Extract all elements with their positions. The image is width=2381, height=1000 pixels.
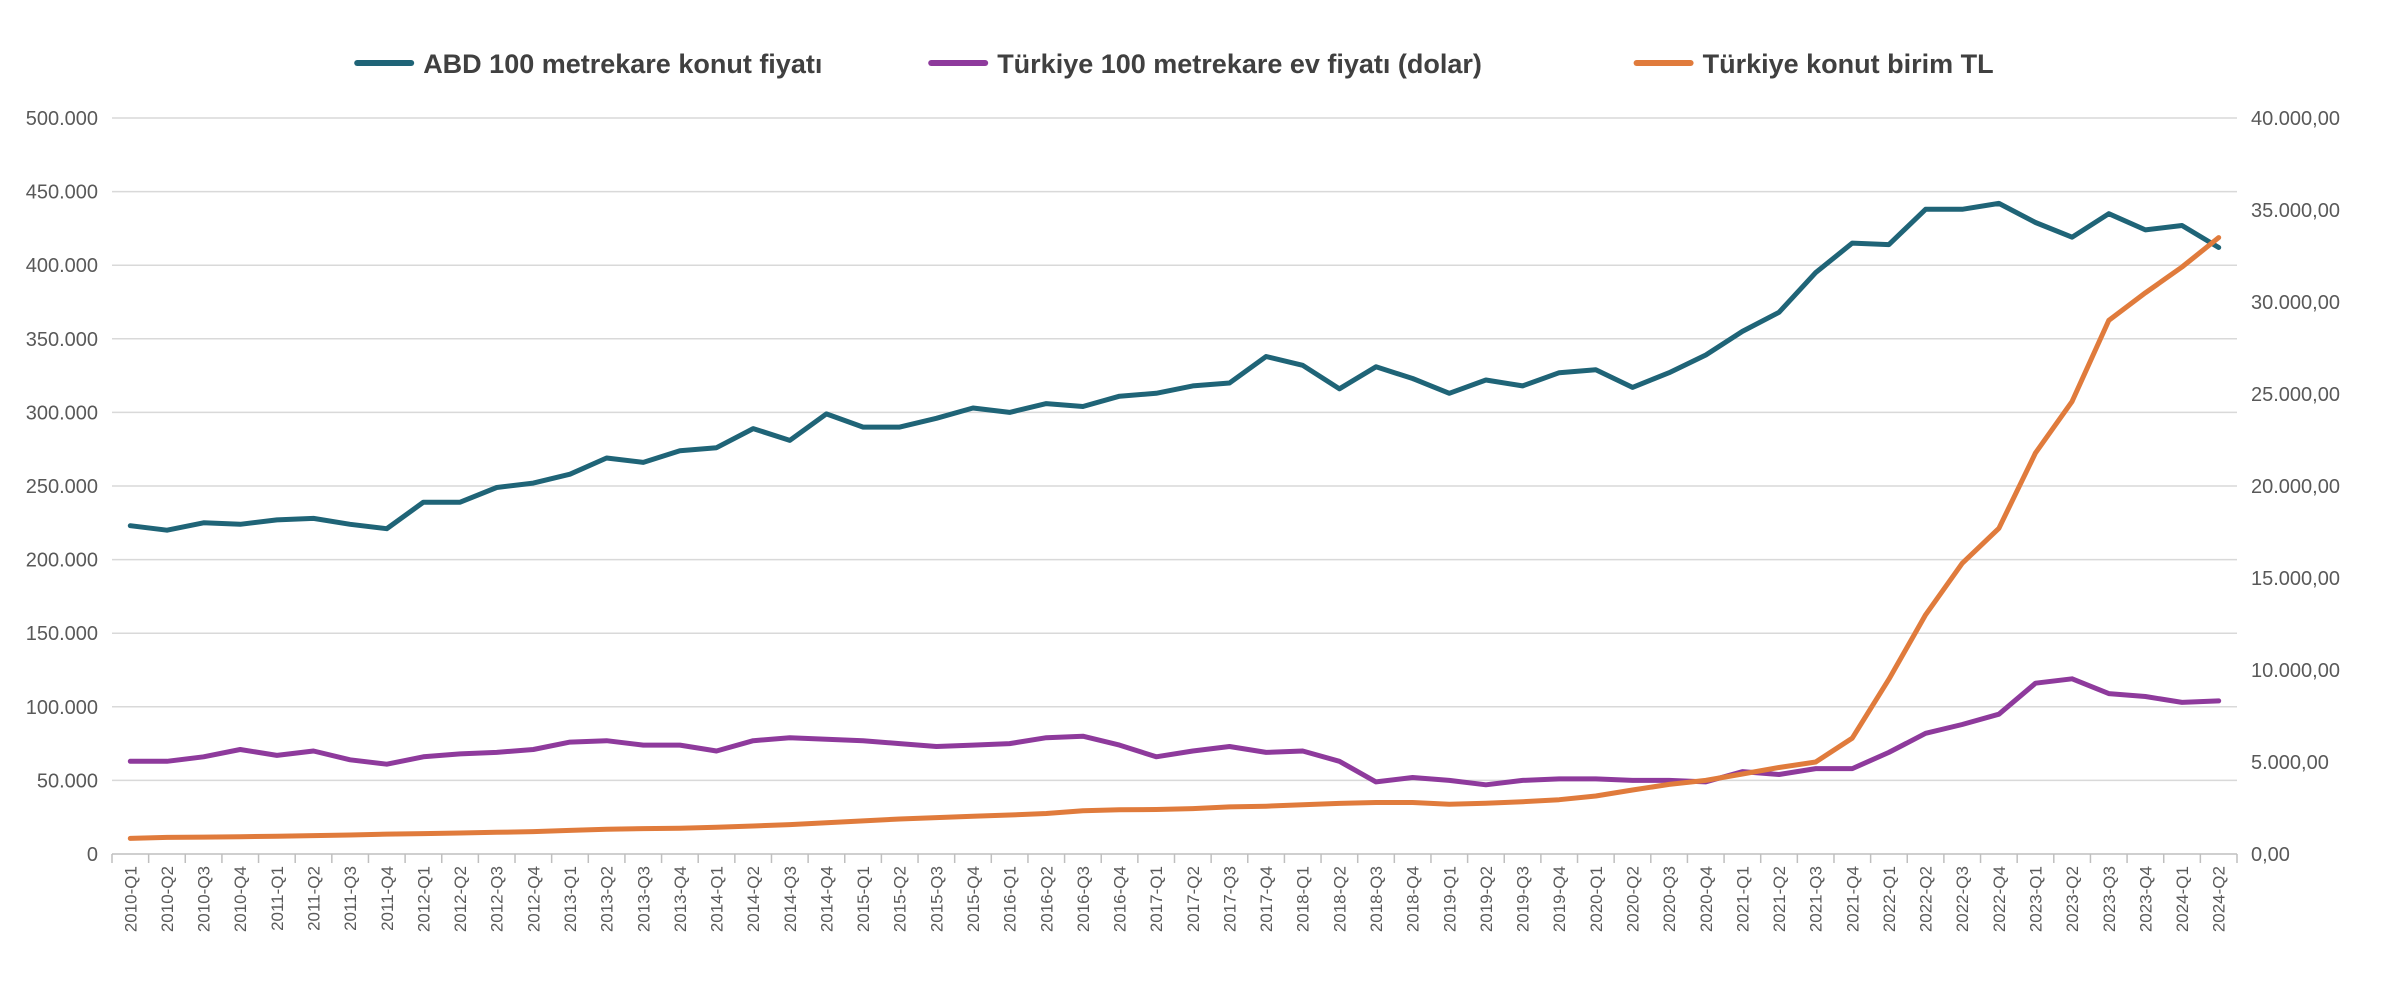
x-tick-label: 2024-Q1: [2173, 866, 2192, 932]
y-left-tick-label: 100.000: [26, 697, 98, 719]
x-tick-label: 2017-Q3: [1220, 866, 1239, 932]
axes: 0 50.000 100.000 150.000 200.000 250.000 300.0…: [26, 108, 2340, 932]
x-tick-label: 2013-Q1: [561, 866, 580, 932]
x-tick-label: 2019-Q4: [1550, 866, 1569, 932]
series-line-2: [127, 235, 2222, 841]
x-tick-label: 2022-Q1: [1880, 866, 1899, 932]
x-tick-label: 2020-Q2: [1623, 866, 1642, 932]
x-tick-label: 2011-Q2: [305, 866, 324, 931]
x-tick-label: 2022-Q3: [1953, 866, 1972, 932]
x-tick-label: 2012-Q2: [451, 866, 470, 932]
x-tick-label: 2013-Q2: [598, 866, 617, 932]
x-tick-label: 2023-Q1: [2026, 866, 2045, 932]
x-tick-label: 2018-Q1: [1294, 866, 1313, 932]
y-left-tick-label: 0: [87, 844, 98, 866]
x-tick-label: 2023-Q2: [2063, 866, 2082, 932]
x-tick-label: 2023-Q4: [2136, 866, 2155, 932]
legend: ABD 100 metrekare konut fiyatı Türkiye 10…: [354, 49, 1994, 79]
x-tick-label: 2017-Q1: [1147, 866, 1166, 932]
x-tick-label: 2020-Q1: [1587, 866, 1606, 932]
x-tick-label: 2018-Q4: [1404, 866, 1423, 932]
x-tick-label: 2014-Q4: [817, 866, 836, 932]
x-tick-label: 2015-Q3: [927, 866, 946, 932]
x-tick-label: 2014-Q1: [708, 866, 727, 932]
legend-label-0: ABD 100 metrekare konut fiyatı: [423, 49, 822, 79]
x-tick-label: 2010-Q4: [231, 866, 250, 932]
x-tick-label: 2019-Q3: [1514, 866, 1533, 932]
series-line-1: [127, 676, 2222, 788]
y-left-tick-label: 450.000: [26, 182, 98, 204]
x-tick-label: 2016-Q2: [1037, 866, 1056, 932]
x-tick-label: 2018-Q3: [1367, 866, 1386, 932]
y-left-tick-label: 250.000: [26, 476, 98, 498]
x-tick-label: 2021-Q2: [1770, 866, 1789, 932]
x-tick-label: 2021-Q4: [1843, 866, 1862, 932]
x-tick-label: 2018-Q2: [1330, 866, 1349, 932]
y-right-tick-label: 5.000,00: [2251, 752, 2329, 774]
y-right-tick-label: 15.000,00: [2251, 568, 2340, 590]
x-tick-label: 2015-Q1: [854, 866, 873, 932]
y-right-tick-label: 0,00: [2251, 844, 2290, 866]
x-tick-label: 2020-Q3: [1660, 866, 1679, 932]
x-tick-label: 2020-Q4: [1697, 866, 1716, 932]
series-lines: [127, 200, 2222, 841]
y-left-tick-label: 350.000: [26, 329, 98, 351]
x-tick-label: 2012-Q3: [488, 866, 507, 932]
x-tick-label: 2014-Q2: [744, 866, 763, 932]
x-tick-label: 2012-Q1: [414, 866, 433, 932]
x-tick-label: 2011-Q4: [378, 866, 397, 931]
x-tick-label: 2010-Q2: [158, 866, 177, 932]
x-tick-label: 2023-Q3: [2100, 866, 2119, 932]
x-tick-label: 2017-Q4: [1257, 866, 1276, 932]
y-right-tick-label: 25.000,00: [2251, 384, 2340, 406]
legend-label-2: Türkiye konut birim TL: [1703, 49, 1994, 79]
x-tick-label: 2011-Q1: [268, 866, 287, 931]
x-tick-label: 2019-Q2: [1477, 866, 1496, 932]
x-tick-label: 2016-Q3: [1074, 866, 1093, 932]
x-tick-label: 2017-Q2: [1184, 866, 1203, 932]
x-tick-label: 2013-Q3: [634, 866, 653, 932]
x-tick-label: 2010-Q3: [195, 866, 214, 932]
y-right-tick-label: 30.000,00: [2251, 292, 2340, 314]
x-tick-label: 2016-Q1: [1001, 866, 1020, 932]
x-tick-label: 2024-Q2: [2210, 866, 2229, 932]
y-left-tick-label: 50.000: [37, 770, 98, 792]
x-tick-label: 2010-Q1: [121, 866, 140, 932]
x-tick-label: 2012-Q4: [524, 866, 543, 932]
y-right-tick-label: 40.000,00: [2251, 108, 2340, 130]
x-tick-label: 2022-Q4: [1990, 866, 2009, 932]
y-left-tick-label: 200.000: [26, 550, 98, 572]
legend-label-1: Türkiye 100 metrekare ev fiyatı (dolar): [997, 49, 1482, 79]
x-tick-label: 2014-Q3: [781, 866, 800, 932]
x-tick-label: 2021-Q3: [1807, 866, 1826, 932]
y-left-tick-label: 400.000: [26, 255, 98, 277]
y-right-tick-label: 35.000,00: [2251, 200, 2340, 222]
y-right-tick-label: 10.000,00: [2251, 660, 2340, 682]
y-left-tick-label: 150.000: [26, 623, 98, 645]
x-tick-label: 2022-Q2: [1917, 866, 1936, 932]
y-left-tick-label: 500.000: [26, 108, 98, 130]
y-right-tick-label: 20.000,00: [2251, 476, 2340, 498]
x-tick-label: 2021-Q1: [1733, 866, 1752, 932]
x-tick-label: 2015-Q2: [891, 866, 910, 932]
x-tick-label: 2016-Q4: [1111, 866, 1130, 932]
series-line-0: [127, 200, 2222, 533]
y-left-tick-label: 300.000: [26, 402, 98, 424]
x-tick-label: 2019-Q1: [1440, 866, 1459, 932]
x-tick-label: 2011-Q3: [341, 866, 360, 931]
x-tick-label: 2015-Q4: [964, 866, 983, 932]
x-tick-label: 2013-Q4: [671, 866, 690, 932]
gridlines: [112, 117, 2237, 782]
